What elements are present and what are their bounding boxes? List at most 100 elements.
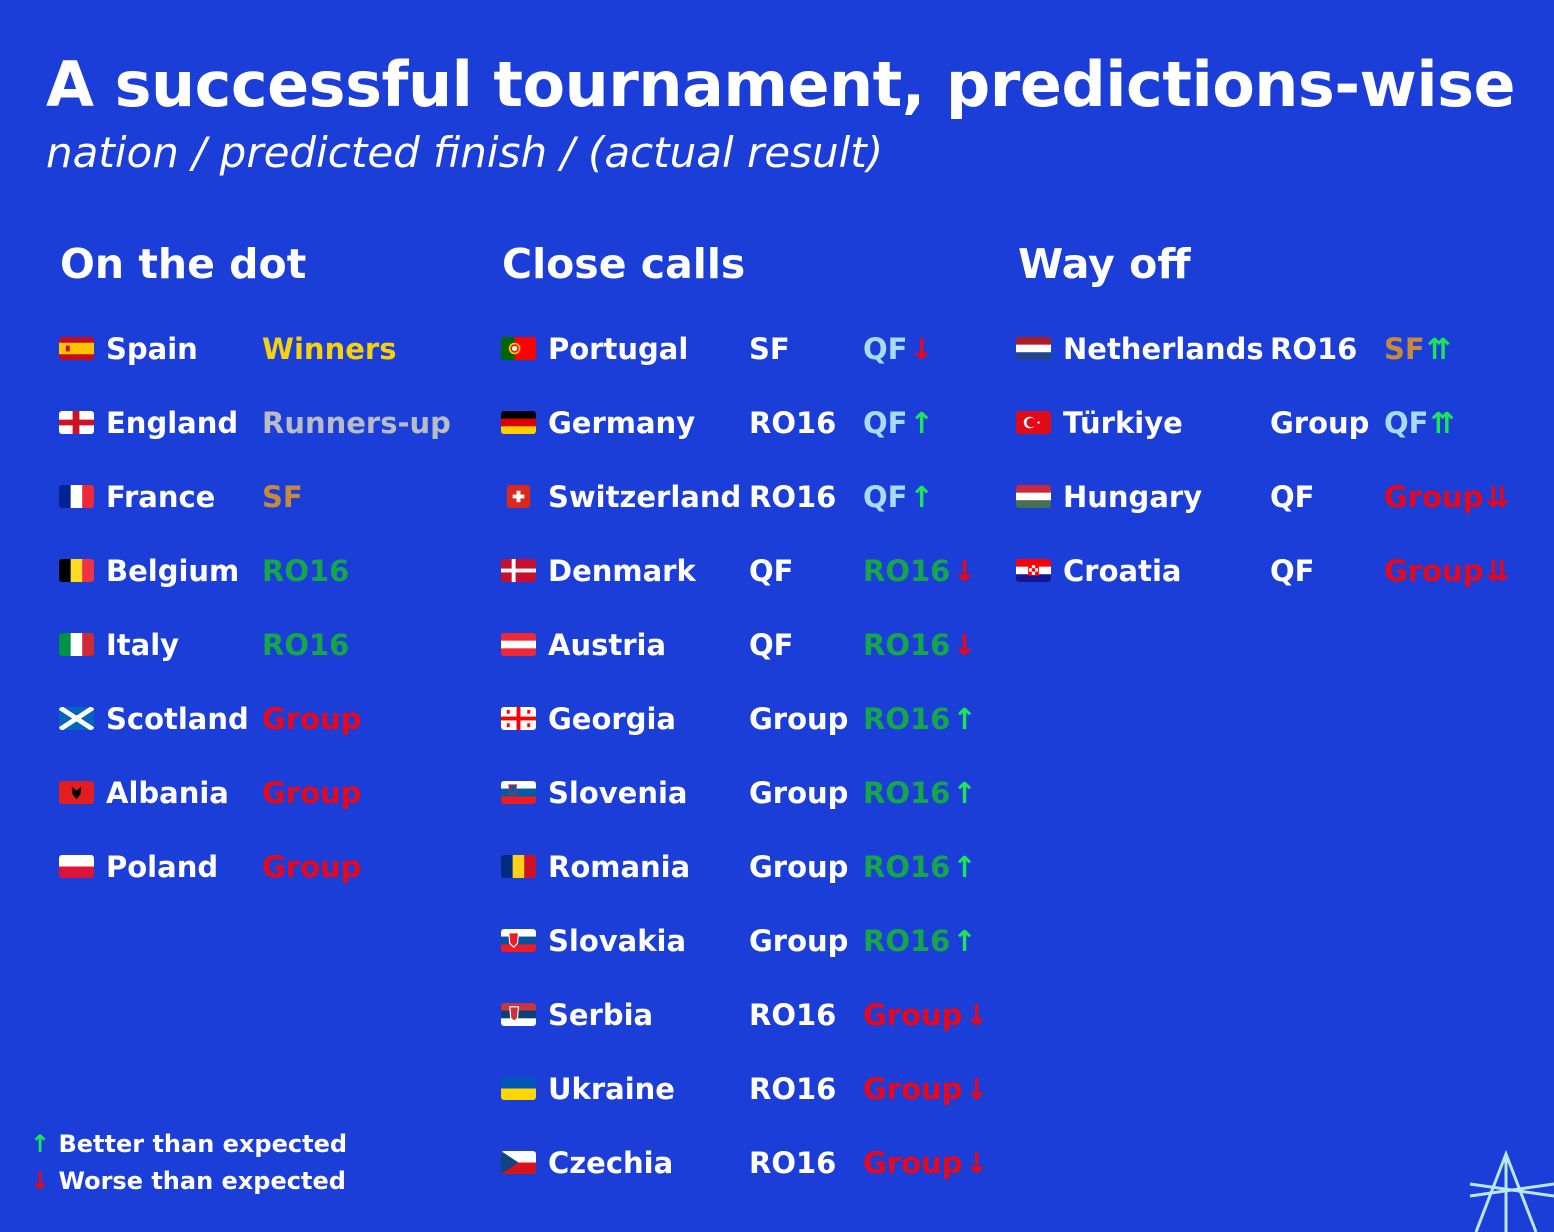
page-subtitle: nation / predicted finish / (actual resu… xyxy=(46,128,884,177)
netherlands-flag-icon xyxy=(1016,337,1051,360)
actual-result-label: Group xyxy=(262,702,362,736)
actual-result: Group xyxy=(262,770,361,816)
predicted-finish: QF xyxy=(749,628,794,662)
croatia-flag-icon xyxy=(1016,559,1051,582)
nation-name: Poland xyxy=(106,850,219,884)
predicted-finish: RO16 xyxy=(749,1146,837,1180)
albania-flag-icon xyxy=(59,781,94,804)
nation-name: Türkiye xyxy=(1063,406,1183,440)
nation-name: France xyxy=(106,480,216,514)
nation-name: Scotland xyxy=(106,702,249,736)
actual-result: SF⇈ xyxy=(1384,326,1451,372)
actual-result-label: RO16 xyxy=(863,554,951,588)
predicted-finish: RO16 xyxy=(749,480,837,514)
actual-result: Group↓ xyxy=(863,992,989,1038)
nation-name: Germany xyxy=(548,406,696,440)
actual-result: Runners-up xyxy=(262,400,451,446)
nation-name: Belgium xyxy=(106,554,240,588)
denmark-flag-icon xyxy=(501,559,536,582)
actual-result: QF⇈ xyxy=(1384,400,1455,446)
switzerland-flag-icon xyxy=(501,485,536,508)
actual-result: RO16↑ xyxy=(863,770,977,816)
actual-result-label: QF xyxy=(1384,406,1429,440)
actual-result-label: RO16 xyxy=(863,702,951,736)
nation-name: Italy xyxy=(106,628,180,662)
actual-result: RO16 xyxy=(262,622,349,668)
actual-result: RO16↑ xyxy=(863,918,977,964)
actual-result: Group xyxy=(262,844,361,890)
nation-name: Albania xyxy=(106,776,229,810)
legend-better: ↑ Better than expected xyxy=(30,1130,347,1158)
nation-name: England xyxy=(106,406,239,440)
actual-result: QF↑ xyxy=(863,474,934,520)
up-arrow-icon: ↑ xyxy=(952,702,977,736)
nation-name: Serbia xyxy=(548,998,654,1032)
spain-flag-icon xyxy=(59,337,94,360)
predicted-finish: QF xyxy=(1270,480,1315,514)
italy-flag-icon xyxy=(59,633,94,656)
czechia-flag-icon xyxy=(501,1151,536,1174)
up-arrow-icon: ⇈ xyxy=(1426,332,1452,366)
nation-name: Romania xyxy=(548,850,691,884)
serbia-flag-icon xyxy=(501,1003,536,1026)
england-flag-icon xyxy=(59,411,94,434)
nation-name: Czechia xyxy=(548,1146,674,1180)
predicted-finish: RO16 xyxy=(749,1072,837,1106)
legend-better-label: Better than expected xyxy=(58,1130,348,1158)
nation-name: Georgia xyxy=(548,702,676,736)
actual-result: Group⇊ xyxy=(1384,548,1510,594)
actual-result-label: QF xyxy=(863,406,908,440)
nation-name: Switzerland xyxy=(548,480,742,514)
predicted-finish: RO16 xyxy=(749,406,837,440)
actual-result-label: RO16 xyxy=(863,850,951,884)
nation-name: Netherlands xyxy=(1063,332,1264,366)
predicted-finish: SF xyxy=(749,332,790,366)
down-arrow-icon: ↓ xyxy=(964,1146,989,1180)
predicted-finish: Group xyxy=(1270,406,1370,440)
actual-result-label: RO16 xyxy=(262,628,350,662)
down-arrow-icon: ↓ xyxy=(30,1167,51,1195)
actual-result-label: Group xyxy=(863,1072,963,1106)
actual-result: QF↑ xyxy=(863,400,934,446)
actual-result-label: Group xyxy=(262,776,362,810)
nation-name: Slovakia xyxy=(548,924,687,958)
up-arrow-icon: ↑ xyxy=(952,776,977,810)
actual-result: RO16↑ xyxy=(863,844,977,890)
actual-result: RO16↑ xyxy=(863,696,977,742)
actual-result-label: Winners xyxy=(262,332,397,366)
up-arrow-icon: ↑ xyxy=(909,480,934,514)
nation-name: Ukraine xyxy=(548,1072,675,1106)
actual-result: RO16 xyxy=(262,548,349,594)
actual-result: RO16↓ xyxy=(863,622,977,668)
actual-result: SF xyxy=(262,474,303,520)
actual-result: Group xyxy=(262,696,361,742)
actual-result-label: RO16 xyxy=(863,924,951,958)
nation-name: Spain xyxy=(106,332,198,366)
predicted-finish: Group xyxy=(749,924,849,958)
predicted-finish: RO16 xyxy=(1270,332,1358,366)
down-arrow-icon: ↓ xyxy=(952,628,977,662)
scotland-flag-icon xyxy=(59,707,94,730)
down-arrow-icon: ⇊ xyxy=(1485,554,1510,588)
slovenia-flag-icon xyxy=(501,781,536,804)
georgia-flag-icon xyxy=(501,707,536,730)
column-heading: Way off xyxy=(1018,240,1191,288)
up-arrow-icon: ↑ xyxy=(952,924,977,958)
actual-result-label: Group xyxy=(262,850,362,884)
germany-flag-icon xyxy=(501,411,536,434)
slovakia-flag-icon xyxy=(501,929,536,952)
legend-worse-label: Worse than expected xyxy=(58,1167,346,1195)
austria-flag-icon xyxy=(501,633,536,656)
up-arrow-icon: ⇈ xyxy=(1430,406,1455,440)
actual-result-label: SF xyxy=(262,480,303,514)
actual-result: Group↓ xyxy=(863,1066,989,1112)
predicted-finish: QF xyxy=(1270,554,1315,588)
star-logo-icon xyxy=(1469,1149,1554,1232)
predicted-finish: QF xyxy=(749,554,794,588)
column-heading: Close calls xyxy=(502,240,746,288)
nation-name: Portugal xyxy=(548,332,689,366)
down-arrow-icon: ↓ xyxy=(964,1072,989,1106)
legend-worse: ↓ Worse than expected xyxy=(30,1167,346,1195)
column-heading: On the dot xyxy=(60,240,307,288)
nation-name: Austria xyxy=(548,628,667,662)
